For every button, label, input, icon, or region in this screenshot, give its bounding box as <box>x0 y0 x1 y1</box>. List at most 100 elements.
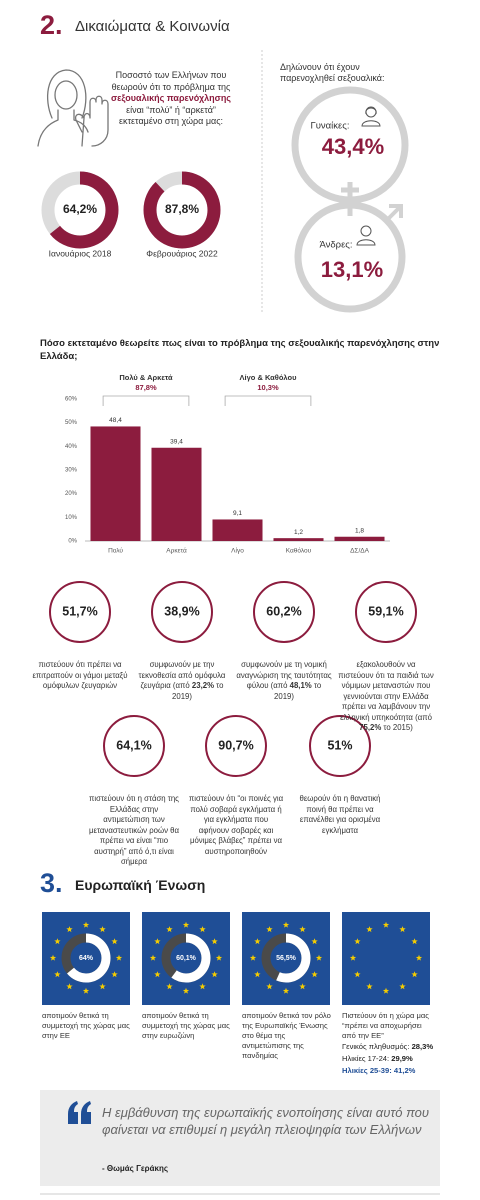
woman-small-icon <box>361 106 381 127</box>
flag-star <box>166 983 173 990</box>
leave-line: Ηλικίες 25-39: 41,2% <box>342 1066 415 1075</box>
bar <box>151 447 202 541</box>
flag-star <box>399 983 406 990</box>
flag-star <box>154 938 161 945</box>
x-tick-label: Πολύ <box>108 547 123 555</box>
flag-star <box>415 954 423 961</box>
leave-line-label: Ηλικίες 25-39: <box>342 1066 394 1075</box>
donut-caption: Φεβρουάριος 2022 <box>146 248 218 258</box>
flag-star <box>211 971 218 978</box>
leave-text: Πιστεύουν ότι η χώρα μας “πρέπει να αποχ… <box>342 1011 429 1040</box>
flag-star <box>282 987 290 994</box>
flag-star <box>311 971 318 978</box>
group-label: Λίγο & Καθόλου <box>240 373 298 382</box>
women-circle <box>291 86 409 204</box>
stat-text: πιστεύουν ότι “οι ποινές για πολύ σοβαρά… <box>188 794 284 857</box>
group-label: Πολύ & Αρκετά <box>119 373 173 382</box>
stat-text: πιστεύουν ότι η στάση της Ελλάδας στην α… <box>86 794 182 868</box>
group-value: 13,1% <box>321 257 383 282</box>
y-tick-label: 50% <box>65 420 78 426</box>
group-value: 87,8% <box>135 383 157 392</box>
male-arrow <box>385 206 401 222</box>
stat-value: 51,7% <box>62 604 97 618</box>
group-bracket <box>102 395 190 406</box>
y-tick-label: 60% <box>65 397 78 403</box>
text-part: 48,1% <box>289 681 312 690</box>
group-value: 43,4% <box>322 134 384 159</box>
leave-line-value: 28,3% <box>411 1042 434 1051</box>
value-label: 48,4 <box>109 417 122 424</box>
group-bracket <box>224 395 312 406</box>
flag-star <box>411 971 418 978</box>
text-part: το 2015) <box>381 723 413 732</box>
value-label: 1,2 <box>294 529 303 536</box>
harassment-intro: Ποσοστό των Ελλήνων που θεωρούν ότι το π… <box>108 70 234 128</box>
text-part: πιστεύουν ότι πρέπει να επιτραπούν οι γά… <box>32 660 128 690</box>
flag-star <box>82 921 90 928</box>
text-part: συμφωνούν με την τεκνοθεσία από ομόφυλα … <box>138 660 226 690</box>
flag-star <box>399 926 406 933</box>
quote-box <box>40 1090 440 1186</box>
value-label: 9,1 <box>233 510 242 517</box>
leave-line-label: Ηλικίες 17-24: <box>342 1054 392 1063</box>
flag-star <box>111 971 118 978</box>
stat-text: πιστεύουν ότι πρέπει να επιτραπούν οι γά… <box>32 660 128 692</box>
stat-value: 59,1% <box>368 604 403 618</box>
flag-star <box>154 971 161 978</box>
value-label: 1,8 <box>355 527 364 534</box>
male-arrow-head <box>389 204 403 218</box>
stat-circle <box>49 581 111 643</box>
stat-value: 51% <box>327 738 352 752</box>
flag-star <box>182 987 190 994</box>
flag-star <box>149 954 157 961</box>
flag-star <box>266 983 273 990</box>
flag-star <box>311 938 318 945</box>
text-part: το 2019) <box>274 681 322 701</box>
ring-label: 56,5% <box>276 955 297 962</box>
flag-star <box>66 926 73 933</box>
flag-star <box>99 983 106 990</box>
flag-star <box>354 971 361 978</box>
leave-line-value: 41,2% <box>393 1066 416 1075</box>
flag-star <box>299 983 306 990</box>
x-tick-label: Καθόλου <box>286 547 312 555</box>
group-label: Γυναίκες: <box>311 121 350 132</box>
y-tick-label: 30% <box>65 468 78 474</box>
ring-label: 60,1% <box>176 955 197 962</box>
leave-line: Γενικός πληθυσμός: 28,3% <box>342 1042 433 1051</box>
flag-star <box>382 987 390 994</box>
stat-circle <box>253 581 315 643</box>
bar <box>334 536 385 541</box>
flag-star <box>282 921 290 928</box>
ring-arc <box>161 933 211 983</box>
flag-star <box>299 926 306 933</box>
y-tick-label: 10% <box>65 515 78 521</box>
stat-circle <box>103 715 165 777</box>
stat-value: 60,2% <box>266 604 301 618</box>
bar <box>212 519 263 541</box>
leave-line-label: Γενικός πληθυσμός: <box>342 1042 412 1051</box>
stat-text: συμφωνούν με τη νομική αναγνώριση της τα… <box>236 660 332 702</box>
stat-value: 90,7% <box>218 738 253 752</box>
flag-star <box>411 938 418 945</box>
flag-star <box>182 921 190 928</box>
text-part: Ποσοστό των Ελλήνων που θεωρούν ότι το π… <box>111 70 231 92</box>
men-circle <box>294 201 406 313</box>
flag-star <box>266 926 273 933</box>
flag-star <box>199 983 206 990</box>
text-part: συμφωνούν με τη νομική αναγνώριση της τα… <box>236 660 332 690</box>
flag-star <box>111 938 118 945</box>
section-title: Ευρωπαϊκή Ένωση <box>75 877 206 893</box>
flag-star <box>211 938 218 945</box>
section-number: 3. <box>40 868 63 898</box>
donut-caption: Ιανουάριος 2018 <box>49 248 112 258</box>
text-part: θεωρούν ότι η θανατική ποινή θα πρέπει ν… <box>299 794 381 835</box>
quote-text: Η εμβάθυνση της ευρωπαϊκής ενοποίησης εί… <box>102 1105 429 1137</box>
donut-label: 64,2% <box>63 202 97 216</box>
flag-star <box>66 983 73 990</box>
flag-star <box>254 971 261 978</box>
ring-label: 64% <box>79 955 94 962</box>
flag-star <box>199 926 206 933</box>
